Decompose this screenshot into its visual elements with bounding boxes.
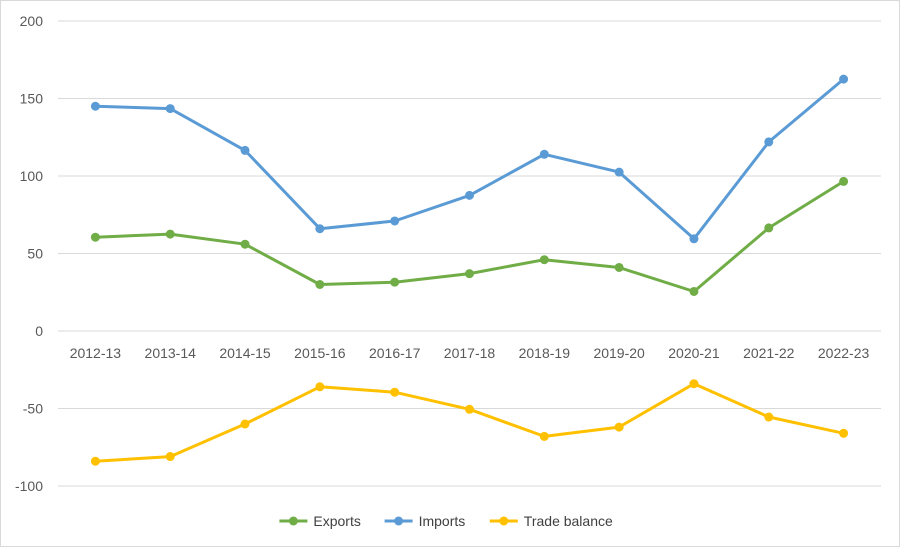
- legend-marker-trade-balance: [499, 516, 509, 526]
- data-point: [689, 234, 699, 244]
- data-point: [390, 387, 400, 397]
- data-point: [390, 277, 400, 287]
- data-point: [315, 224, 325, 234]
- x-tick-label: 2017-18: [444, 345, 496, 361]
- data-point: [90, 101, 100, 111]
- data-point: [689, 379, 699, 389]
- y-tick-label: 0: [35, 323, 43, 339]
- data-point: [240, 145, 250, 155]
- data-point: [764, 137, 774, 147]
- data-point: [465, 269, 474, 279]
- x-tick-label: 2021-22: [743, 345, 795, 361]
- series-group: [90, 74, 849, 466]
- data-point: [390, 216, 400, 226]
- legend-label-exports: Exports: [313, 513, 360, 529]
- data-point: [165, 452, 175, 462]
- data-point: [689, 286, 699, 296]
- x-tick-label: 2022-23: [818, 345, 870, 361]
- data-point: [315, 382, 325, 392]
- x-tick-label: 2015-16: [294, 345, 346, 361]
- data-point: [839, 428, 849, 438]
- data-point: [764, 412, 774, 422]
- data-point: [165, 229, 175, 239]
- legend-marker-imports: [394, 516, 404, 526]
- data-point: [165, 104, 175, 114]
- x-tick-label: 2012-13: [70, 345, 122, 361]
- data-point: [90, 456, 100, 466]
- x-tick-label: 2019-20: [593, 345, 645, 361]
- data-point: [465, 190, 474, 200]
- data-point: [839, 74, 849, 84]
- y-tick-label: -50: [23, 401, 43, 417]
- data-point: [539, 431, 549, 441]
- data-point: [614, 422, 624, 432]
- y-tick-label: 50: [27, 246, 43, 262]
- legend: Exports Imports Trade balance: [279, 513, 613, 529]
- x-tick-label: 2016-17: [369, 345, 421, 361]
- data-point: [764, 223, 774, 233]
- legend-label-trade-balance: Trade balance: [524, 513, 613, 529]
- gridlines: [58, 20, 881, 487]
- data-point: [614, 262, 624, 272]
- x-tick-label: 2020-21: [668, 345, 720, 361]
- y-tick-label: -100: [15, 478, 43, 494]
- series-line-imports: [93, 77, 846, 241]
- data-point: [465, 404, 474, 414]
- legend-label-imports: Imports: [419, 513, 466, 529]
- data-point: [90, 232, 100, 242]
- data-point: [539, 149, 549, 159]
- legend-marker-exports: [288, 516, 298, 526]
- data-point: [240, 419, 250, 429]
- x-tick-label: 2014-15: [219, 345, 271, 361]
- data-point: [315, 280, 325, 289]
- y-tick-label: 150: [20, 91, 44, 107]
- data-point: [614, 167, 624, 177]
- data-point: [240, 239, 250, 249]
- x-tick-label: 2018-19: [519, 345, 571, 361]
- data-point: [839, 176, 849, 186]
- data-point: [539, 255, 549, 265]
- x-axis-ticks: 2012-13 2013-14 2014-15 2015-16 2016-17 2017-…: [70, 345, 870, 361]
- y-axis-ticks: -100 -50 0 50 100 150 200: [15, 13, 43, 494]
- y-tick-label: 200: [20, 13, 44, 29]
- x-tick-label: 2013-14: [145, 345, 197, 361]
- series-line-trade-balance: [93, 382, 846, 463]
- y-tick-label: 100: [20, 168, 44, 184]
